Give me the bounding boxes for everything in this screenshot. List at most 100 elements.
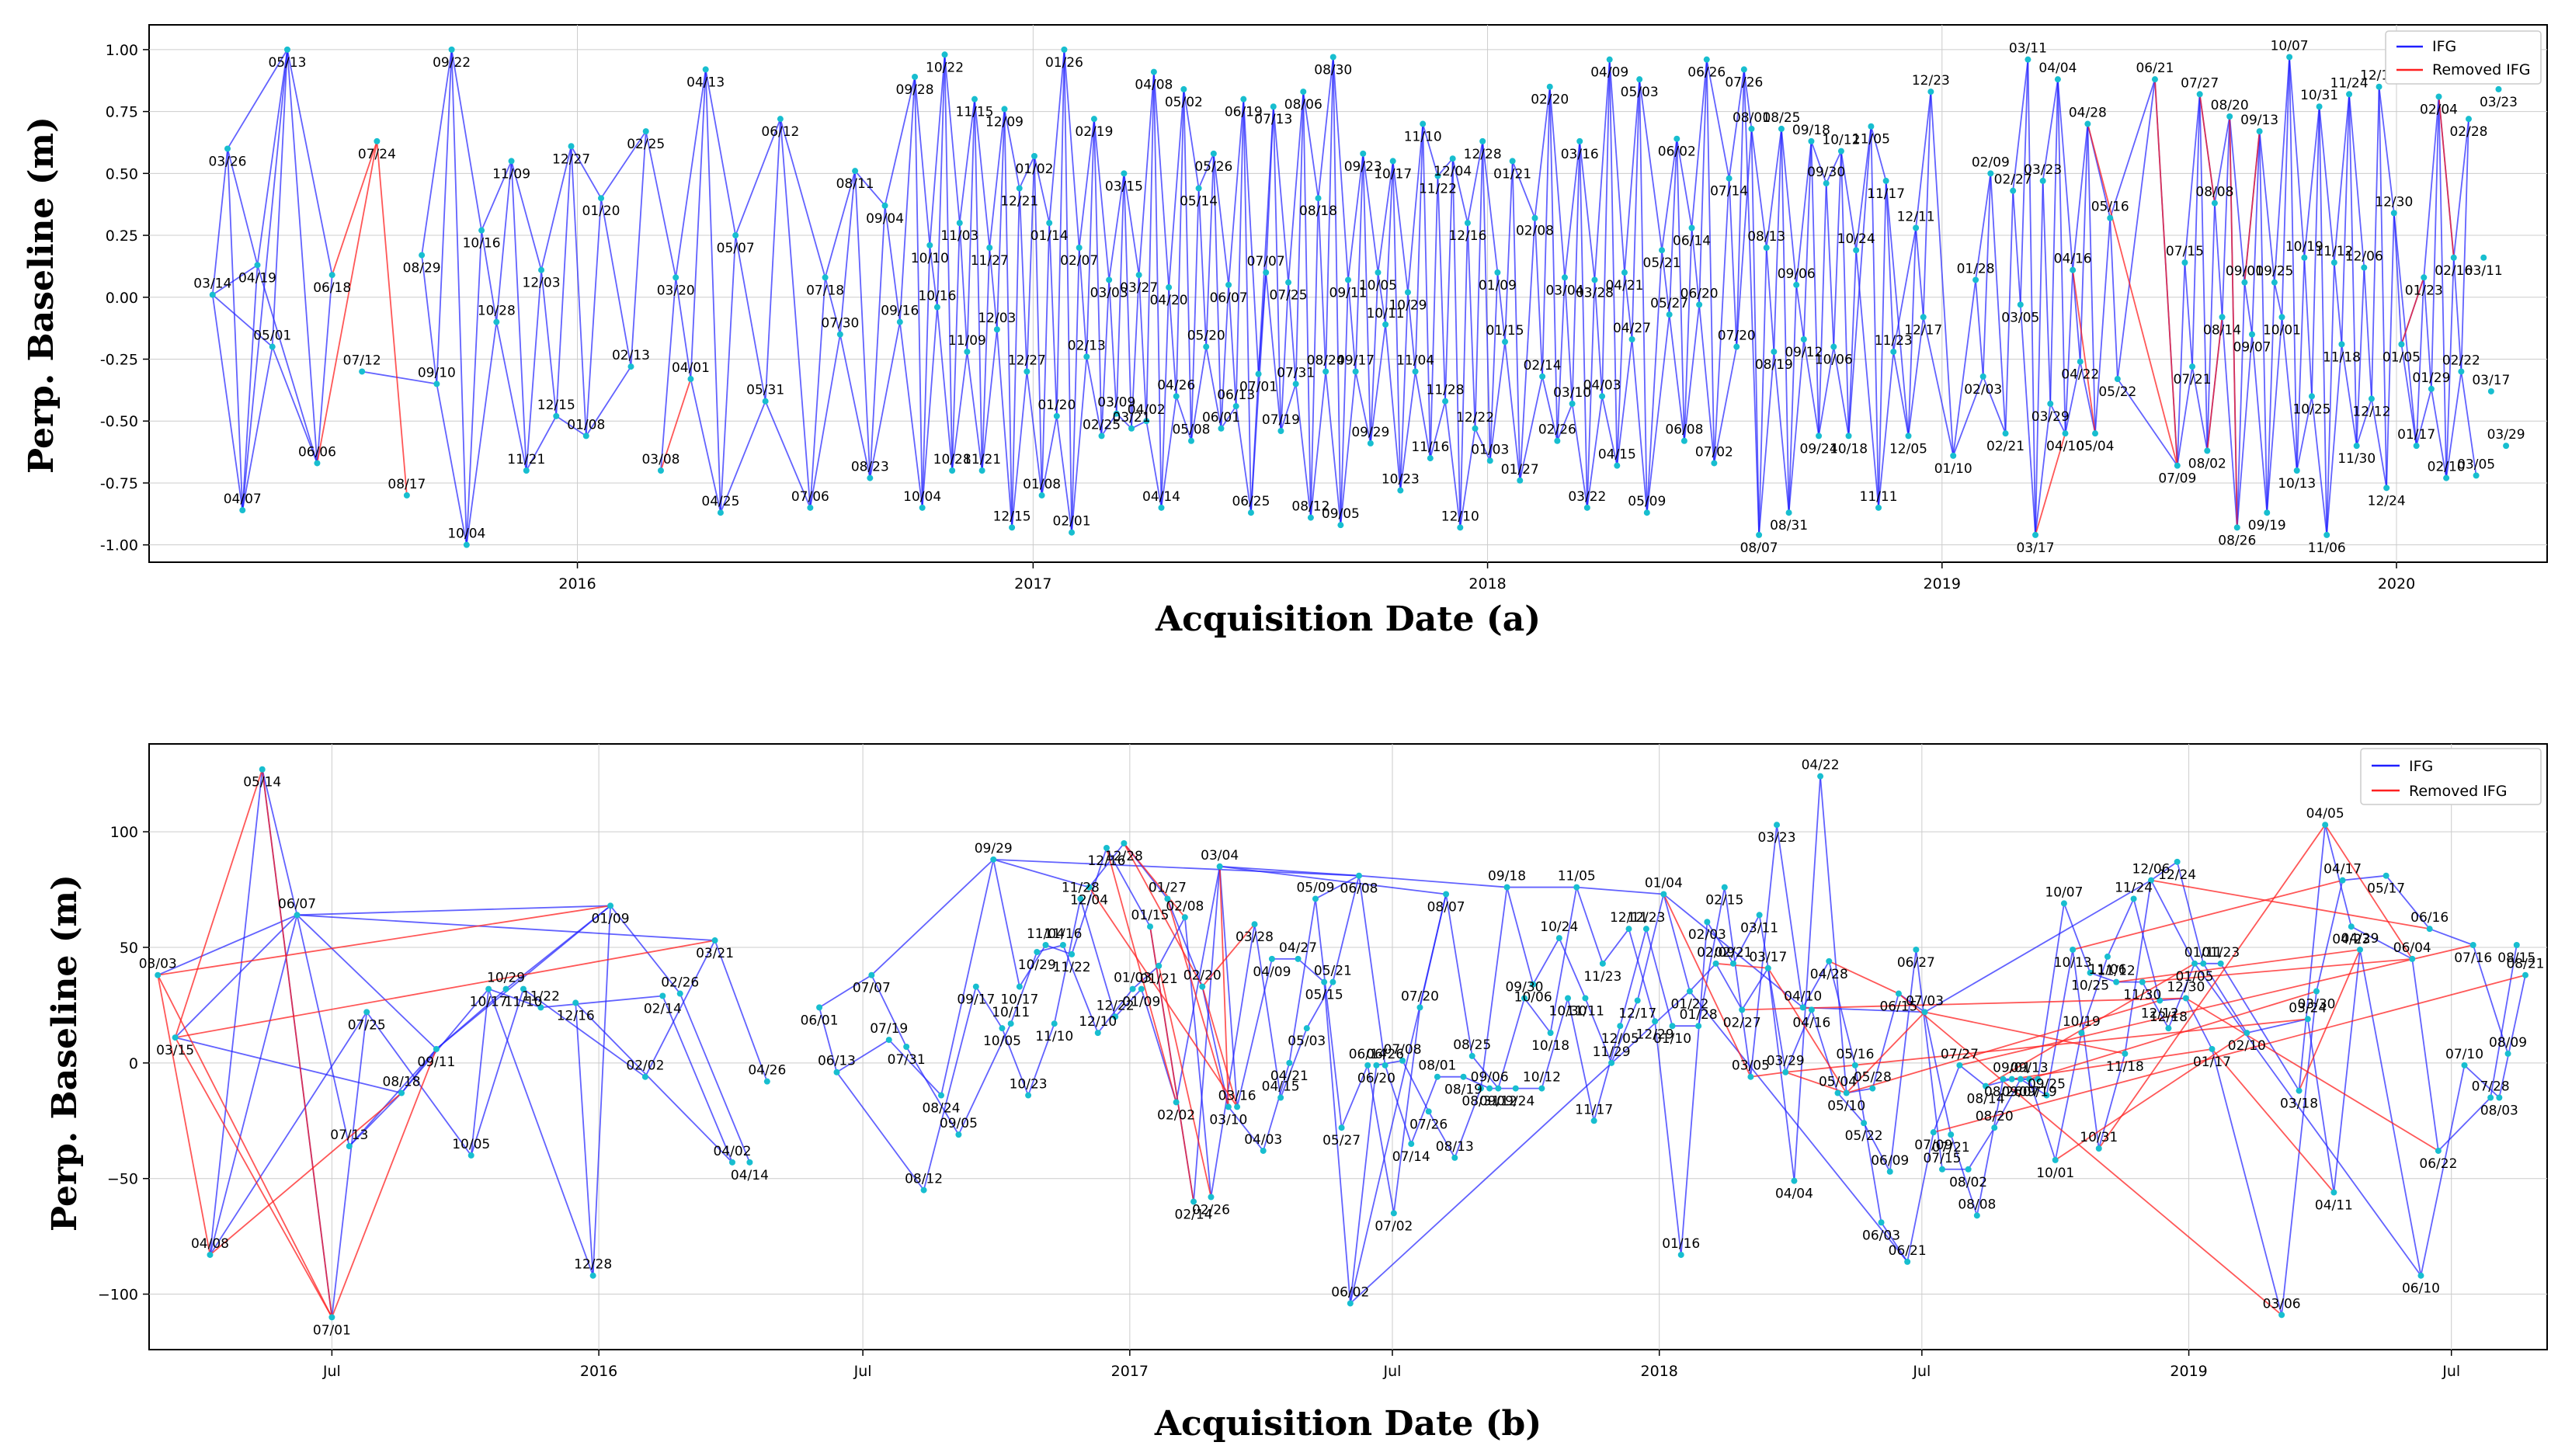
node-date-label: 06/20 [1357, 1071, 1395, 1086]
ifg-edge [675, 69, 707, 278]
acquisition-node [1277, 427, 1284, 434]
node-date-label: 10/22 [926, 60, 964, 75]
node-date-label: 09/25 [2028, 1077, 2066, 1093]
node-date-label: 07/25 [348, 1017, 386, 1033]
removed-ifg-edge [2229, 116, 2238, 528]
x-tick-label: 2017 [1014, 575, 1051, 592]
ifg-edge [1377, 161, 1394, 273]
ifg-edge [1579, 141, 1588, 508]
ifg-edge [1419, 894, 1447, 1008]
acquisition-node [657, 467, 664, 474]
ifg-edge [450, 49, 467, 545]
acquisition-node [1404, 289, 1411, 296]
acquisition-node [523, 467, 530, 474]
acquisition-node [1356, 872, 1363, 879]
ifg-edge [1776, 825, 1804, 1008]
acquisition-node [239, 507, 246, 514]
node-date-label: 12/30 [2375, 194, 2413, 210]
ifg-edge [1115, 173, 1125, 414]
node-date-label: 10/17 [1374, 166, 1412, 182]
ifg-edge [2132, 898, 2161, 1001]
ifg-edge [2184, 262, 2193, 367]
ifg-edge [2056, 79, 2066, 434]
acquisition-node [1628, 335, 1635, 342]
ifg-edge [1197, 188, 1208, 347]
node-date-label: 10/04 [903, 489, 941, 505]
node-date-label: 06/14 [1349, 1047, 1387, 1062]
ifg-edge [735, 118, 781, 236]
ifg-edge [1519, 217, 1536, 481]
acquisition-node [1053, 412, 1060, 419]
node-date-label: 07/02 [1695, 444, 1733, 460]
acquisition-node [2204, 447, 2211, 454]
node-date-label: 05/27 [1322, 1133, 1361, 1148]
ifg-edge [2415, 277, 2425, 447]
acquisition-node [2357, 946, 2364, 953]
node-date-label: 02/15 [1705, 893, 1743, 909]
ifg-edge [1071, 247, 1080, 533]
ifg-edge [996, 109, 1006, 330]
ifg-edge [1463, 1075, 1490, 1089]
ifg-edge [1317, 57, 1334, 199]
node-date-label: 12/17 [1618, 1006, 1656, 1021]
node-date-label: 06/13 [818, 1054, 856, 1069]
ifg-edge [1205, 346, 1222, 429]
ifg-edge [2490, 944, 2518, 1098]
acquisition-node [933, 304, 940, 311]
node-date-label: 12/27 [1008, 353, 1046, 368]
node-date-label: 07/30 [821, 316, 859, 332]
acquisition-node [1216, 863, 1223, 870]
node-date-label: 11/16 [1411, 440, 1449, 455]
ifg-edge [1071, 356, 1088, 533]
ifg-edge [1429, 401, 1446, 459]
ifg-edge [227, 148, 244, 511]
ifg-edge [1340, 280, 1349, 526]
acquisition-node [1135, 272, 1142, 279]
node-date-label: 11/15 [956, 105, 994, 120]
node-date-label: 03/24 [2289, 1000, 2327, 1016]
acquisition-node [1502, 339, 1509, 346]
y-tick-label: -1.00 [100, 537, 138, 554]
node-date-label: 03/29 [1767, 1054, 1805, 1069]
acquisition-node [2077, 358, 2084, 365]
acquisition-node [1076, 245, 1083, 252]
ifg-edge [2378, 86, 2388, 488]
node-date-label: 10/25 [2071, 978, 2109, 994]
node-date-label: 08/12 [905, 1172, 943, 1187]
ifg-edge [1818, 346, 1835, 436]
ifg-edge [898, 321, 923, 508]
node-date-label: 07/19 [870, 1021, 908, 1037]
ifg-edge [2266, 317, 2283, 513]
ifg-edge [1802, 141, 1813, 340]
ifg-edge [1833, 151, 1842, 347]
node-date-label: 04/14 [731, 1168, 769, 1183]
node-date-label: 03/29 [2487, 427, 2525, 443]
removed-ifg-edge [1201, 986, 1238, 1107]
acquisition-node [836, 331, 843, 338]
ifg-edge [2393, 213, 2417, 447]
node-date-label: 11/28 [1427, 383, 1465, 398]
ifg-edge [1362, 153, 1379, 273]
ifg-edge [1048, 49, 1065, 224]
ifg-edge [1698, 59, 1708, 305]
ifg-edge [1833, 346, 1850, 436]
ifg-edge [992, 859, 1020, 987]
node-date-label: 11/11 [1566, 1003, 1604, 1019]
ifg-edge [1736, 128, 1753, 347]
removed-ifg-edge [1715, 962, 1768, 969]
node-date-label: 04/16 [2054, 252, 2092, 267]
ifg-edge [1840, 151, 1850, 436]
acquisition-node [1539, 373, 1546, 380]
node-date-label: 07/27 [2181, 75, 2219, 91]
node-labels-a: 03/1403/2604/0704/1905/0105/1306/0606/18… [193, 38, 2525, 555]
node-date-label: 03/11 [1740, 920, 1778, 936]
removed-ifg-edge [1663, 894, 1752, 1078]
acquisition-node [1938, 1166, 1945, 1173]
acquisition-node [572, 999, 579, 1006]
x-tick-label: 2016 [558, 575, 596, 592]
acquisition-node [896, 318, 903, 325]
ifg-edge [510, 161, 542, 270]
ifg-edge [1392, 161, 1402, 491]
node-date-label: 09/19 [2248, 518, 2286, 533]
acquisition-node [2286, 54, 2293, 61]
